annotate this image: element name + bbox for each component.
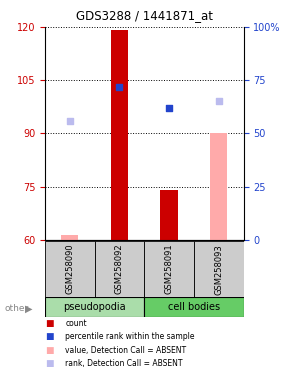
Text: ▶: ▶ <box>25 303 32 313</box>
Bar <box>144 241 194 298</box>
Text: pseudopodia: pseudopodia <box>63 302 126 312</box>
Bar <box>210 134 227 240</box>
Bar <box>111 30 128 240</box>
Text: ■: ■ <box>45 346 53 355</box>
Text: GSM258091: GSM258091 <box>165 244 174 295</box>
Point <box>167 105 171 111</box>
Text: ■: ■ <box>45 332 53 341</box>
Text: cell bodies: cell bodies <box>168 302 220 312</box>
Bar <box>45 241 95 298</box>
Bar <box>45 297 144 317</box>
Point <box>68 118 72 124</box>
Text: ■: ■ <box>45 319 53 328</box>
Text: GSM258092: GSM258092 <box>115 244 124 295</box>
Text: other: other <box>4 304 29 313</box>
Bar <box>160 190 178 240</box>
Text: GSM258093: GSM258093 <box>214 244 223 295</box>
Text: ■: ■ <box>45 359 53 368</box>
Text: percentile rank within the sample: percentile rank within the sample <box>65 332 195 341</box>
Bar <box>95 241 144 298</box>
Text: GDS3288 / 1441871_at: GDS3288 / 1441871_at <box>77 9 213 22</box>
Bar <box>61 235 79 240</box>
Bar <box>194 241 244 298</box>
Text: rank, Detection Call = ABSENT: rank, Detection Call = ABSENT <box>65 359 183 368</box>
Text: value, Detection Call = ABSENT: value, Detection Call = ABSENT <box>65 346 186 355</box>
Text: GSM258090: GSM258090 <box>65 244 74 295</box>
Point <box>117 83 122 89</box>
Text: count: count <box>65 319 87 328</box>
Bar <box>144 297 244 317</box>
Point <box>216 98 221 104</box>
